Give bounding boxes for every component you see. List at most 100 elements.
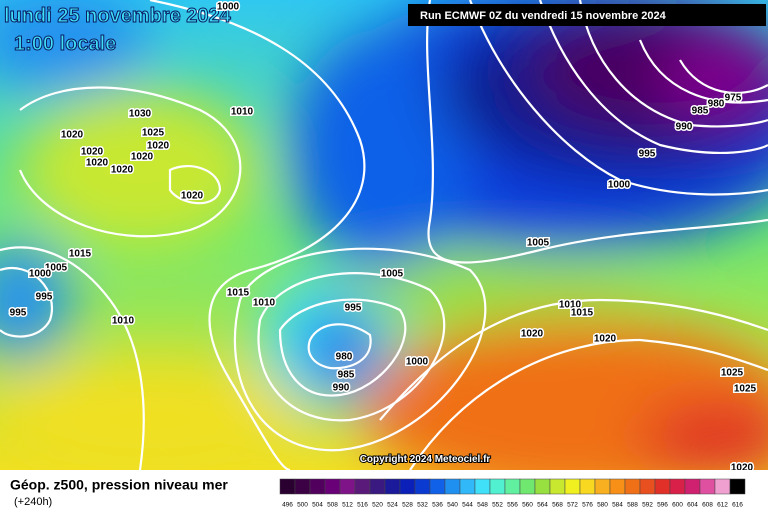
isobar-label: 1020 xyxy=(521,329,544,340)
isobars xyxy=(0,0,768,470)
scale-label: 616 xyxy=(732,502,743,509)
isobar-label: 1025 xyxy=(734,384,757,395)
isobar-label: 1010 xyxy=(559,300,582,311)
scale-label: 540 xyxy=(447,502,458,509)
color-swatch xyxy=(534,478,551,495)
color-swatch xyxy=(684,478,701,495)
scale-label: 580 xyxy=(597,502,608,509)
color-swatch xyxy=(579,478,596,495)
isobar-label: 1000 xyxy=(608,180,631,191)
run-box xyxy=(408,4,766,26)
color-swatch xyxy=(444,478,461,495)
scale-label: 544 xyxy=(462,502,473,509)
color-swatch xyxy=(594,478,611,495)
isobar-label: 995 xyxy=(36,292,53,303)
scale-label: 564 xyxy=(537,502,548,509)
scale-label: 576 xyxy=(582,502,593,509)
map-title: lundi 25 novembre 2024 xyxy=(4,5,232,27)
isobar-label: 990 xyxy=(676,122,693,133)
isobar-label: 985 xyxy=(692,106,709,117)
scale-label: 608 xyxy=(702,502,713,509)
color-swatch xyxy=(429,478,446,495)
color-swatch xyxy=(699,478,716,495)
color-swatch xyxy=(474,478,491,495)
color-swatch xyxy=(309,478,326,495)
color-swatch xyxy=(669,478,686,495)
isobar-label: 1020 xyxy=(86,158,109,169)
color-swatch xyxy=(384,478,401,495)
isobar-label: 985 xyxy=(338,370,355,381)
isobar-label: 1020 xyxy=(181,191,204,202)
isobar-label: 1010 xyxy=(231,107,254,118)
scale-label: 604 xyxy=(687,502,698,509)
isobar-label: 975 xyxy=(725,93,742,104)
scale-label: 508 xyxy=(327,502,338,509)
scale-label: 568 xyxy=(552,502,563,509)
scale-label: 536 xyxy=(432,502,443,509)
scale-label: 560 xyxy=(522,502,533,509)
isobar-label: 1020 xyxy=(61,130,84,141)
isobar-label: 1010 xyxy=(112,316,135,327)
isobar-label: 1000 xyxy=(406,357,429,368)
color-swatch xyxy=(519,478,536,495)
isobar-label: 1020 xyxy=(131,152,154,163)
color-swatch xyxy=(624,478,641,495)
scale-label: 552 xyxy=(492,502,503,509)
isobar-label: 1010 xyxy=(253,298,276,309)
color-swatch xyxy=(549,478,566,495)
color-swatch xyxy=(294,478,311,495)
color-swatch xyxy=(714,478,731,495)
isobar-label: 1005 xyxy=(45,263,68,274)
scale-label: 596 xyxy=(657,502,668,509)
isobar-label: 1005 xyxy=(381,269,404,280)
copyright: Copyright 2024 Meteociel.fr xyxy=(360,454,491,465)
color-swatch xyxy=(354,478,371,495)
footer-lead: (+240h) xyxy=(14,496,52,508)
isobar-label: 1015 xyxy=(69,249,92,260)
footer-title: Géop. z500, pression niveau mer xyxy=(10,477,228,493)
color-swatch xyxy=(609,478,626,495)
isobar-label: 1000 xyxy=(217,2,240,13)
color-swatch xyxy=(339,478,356,495)
color-swatch xyxy=(324,478,341,495)
scale-label: 500 xyxy=(297,502,308,509)
color-scale: 496 500 504 508 512 516 520 524 528 532 536 540 544 5… xyxy=(279,478,746,509)
scale-label: 524 xyxy=(387,502,398,509)
color-swatch xyxy=(654,478,671,495)
scale-label: 556 xyxy=(507,502,518,509)
color-swatch xyxy=(414,478,431,495)
map-time: 1:00 locale xyxy=(14,33,116,55)
scale-label: 496 xyxy=(282,502,293,509)
scale-label: 512 xyxy=(342,502,353,509)
scale-label: 528 xyxy=(402,502,413,509)
isobar-label: 990 xyxy=(333,383,350,394)
isobar-label: 995 xyxy=(10,308,27,319)
isobar-label: 1000 xyxy=(29,269,52,280)
isobar-label: 1020 xyxy=(594,334,617,345)
isobar-label: 980 xyxy=(708,99,725,110)
color-swatch xyxy=(564,478,581,495)
isobar-label: 1015 xyxy=(227,288,250,299)
scale-label: 548 xyxy=(477,502,488,509)
isobar-label: 1025 xyxy=(721,368,744,379)
run-label: Run ECMWF 0Z du vendredi 15 novembre 202… xyxy=(420,10,667,22)
isobar-label: 995 xyxy=(639,149,656,160)
color-swatch xyxy=(489,478,506,495)
scale-label: 588 xyxy=(627,502,638,509)
scale-label: 612 xyxy=(717,502,728,509)
isobar-label: 980 xyxy=(336,352,353,363)
scale-label: 572 xyxy=(567,502,578,509)
isobar-label: 1025 xyxy=(142,128,165,139)
color-swatch xyxy=(729,478,746,495)
color-swatch xyxy=(279,478,296,495)
isobar-label: 1030 xyxy=(129,109,152,120)
scale-label: 592 xyxy=(642,502,653,509)
scale-label: 584 xyxy=(612,502,623,509)
scale-label: 516 xyxy=(357,502,368,509)
scale-label: 600 xyxy=(672,502,683,509)
color-swatch xyxy=(369,478,386,495)
color-swatch xyxy=(504,478,521,495)
isobar-label: 1020 xyxy=(147,141,170,152)
